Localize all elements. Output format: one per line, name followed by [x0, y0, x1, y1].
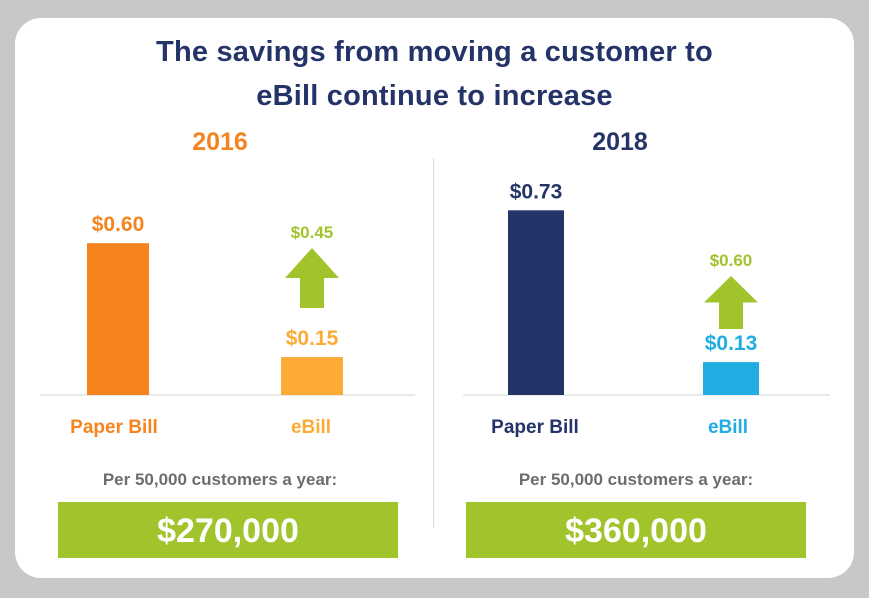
- panel-divider: [433, 158, 434, 528]
- year-2018-heading: 2018: [592, 128, 648, 156]
- value-label-paper-bill-2018: $0.73: [510, 180, 563, 203]
- savings-label-2018: $0.60: [710, 251, 753, 270]
- total-2016: $270,000: [58, 502, 398, 558]
- infographic-title: The savings from moving a customer to eB…: [0, 30, 869, 118]
- category-label-paper-bill-2016: Paper Bill: [70, 417, 158, 438]
- category-label-ebill-2018: eBill: [708, 417, 748, 438]
- year-2016-heading: 2016: [192, 128, 248, 156]
- savings-arrow-icon-2018: [704, 276, 758, 329]
- savings-arrow-icon-2016: [285, 248, 339, 308]
- value-label-ebill-2018: $0.13: [705, 332, 758, 355]
- bar-ebill-2018: [703, 362, 759, 395]
- value-label-ebill-2016: $0.15: [286, 327, 339, 350]
- category-label-paper-bill-2018: Paper Bill: [491, 417, 579, 438]
- value-label-paper-bill-2016: $0.60: [92, 213, 145, 236]
- title-line-1: The savings from moving a customer to: [156, 36, 713, 68]
- title-line-2: eBill continue to increase: [256, 80, 613, 112]
- bar-paper-bill-2016: [87, 243, 149, 395]
- bar-paper-bill-2018: [508, 210, 564, 395]
- caption-2018: Per 50,000 customers a year:: [518, 470, 754, 489]
- caption-2016: Per 50,000 customers a year:: [102, 470, 338, 489]
- category-label-ebill-2016: eBill: [291, 417, 331, 438]
- total-2018: $360,000: [466, 502, 806, 558]
- savings-label-2016: $0.45: [291, 223, 334, 242]
- bar-ebill-2016: [281, 357, 343, 395]
